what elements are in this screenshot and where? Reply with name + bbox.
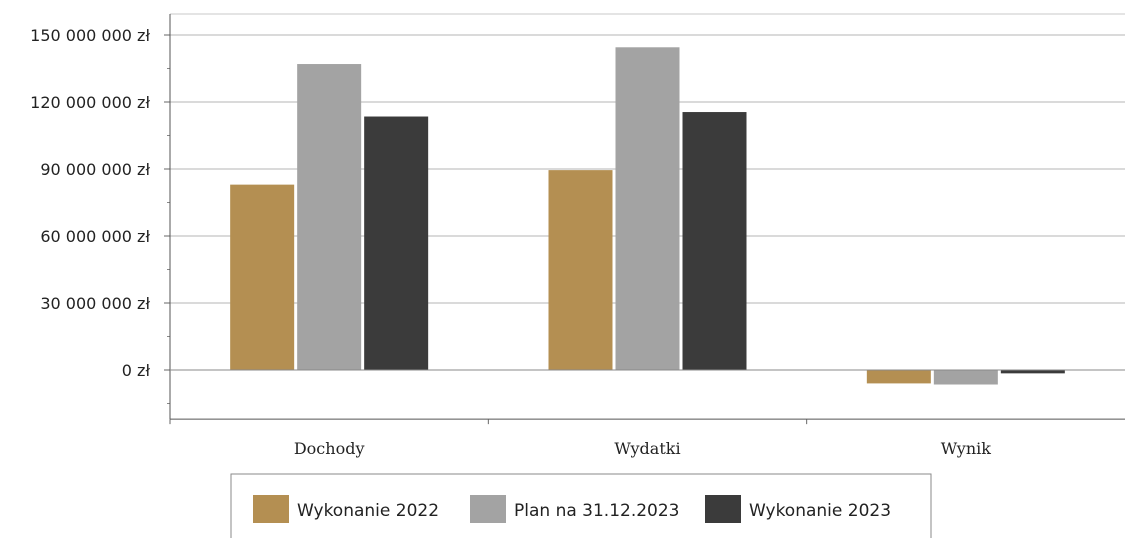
bar-wydatki-2 xyxy=(615,47,680,371)
y-tick-label: 120 000 000 zł xyxy=(30,93,150,112)
y-tick-label: 0 zł xyxy=(122,361,151,380)
bars xyxy=(170,47,1125,385)
bar-dochody-1 xyxy=(230,184,295,370)
axes xyxy=(164,13,1125,425)
legend: Wykonanie 2022 Plan na 31.12.2023 Wykonani… xyxy=(230,473,932,538)
bar-wydatki-1 xyxy=(548,170,613,370)
y-tick-label: 150 000 000 zł xyxy=(30,26,150,45)
legend-label: Wykonanie 2022 xyxy=(297,501,439,521)
legend-swatch xyxy=(705,495,741,523)
y-tick-label: 60 000 000 zł xyxy=(40,227,150,246)
legend-label: Wykonanie 2023 xyxy=(749,501,891,521)
legend-box xyxy=(230,473,932,538)
category-label-wydatki: Wydatki xyxy=(614,439,680,458)
bar-dochody-3 xyxy=(364,116,429,371)
bar-wynik-1 xyxy=(866,370,931,384)
bar-dochody-2 xyxy=(297,64,362,371)
y-axis-tick-labels: 150 000 000 zł 120 000 000 zł 90 000 000 z… xyxy=(30,26,150,380)
bar-wynik-3 xyxy=(1000,370,1065,374)
x-axis-category-labels: Dochody Wydatki Wynik xyxy=(294,439,991,458)
y-tick-label: 90 000 000 zł xyxy=(40,160,150,179)
category-label-dochody: Dochody xyxy=(294,439,365,458)
y-tick-label: 30 000 000 zł xyxy=(40,294,150,313)
legend-label: Plan na 31.12.2023 xyxy=(514,501,680,521)
legend-swatch xyxy=(253,495,289,523)
category-label-wynik: Wynik xyxy=(941,439,992,458)
legend-swatch xyxy=(470,495,506,523)
bar-wynik-2 xyxy=(933,370,998,385)
bar-wydatki-3 xyxy=(682,112,747,371)
